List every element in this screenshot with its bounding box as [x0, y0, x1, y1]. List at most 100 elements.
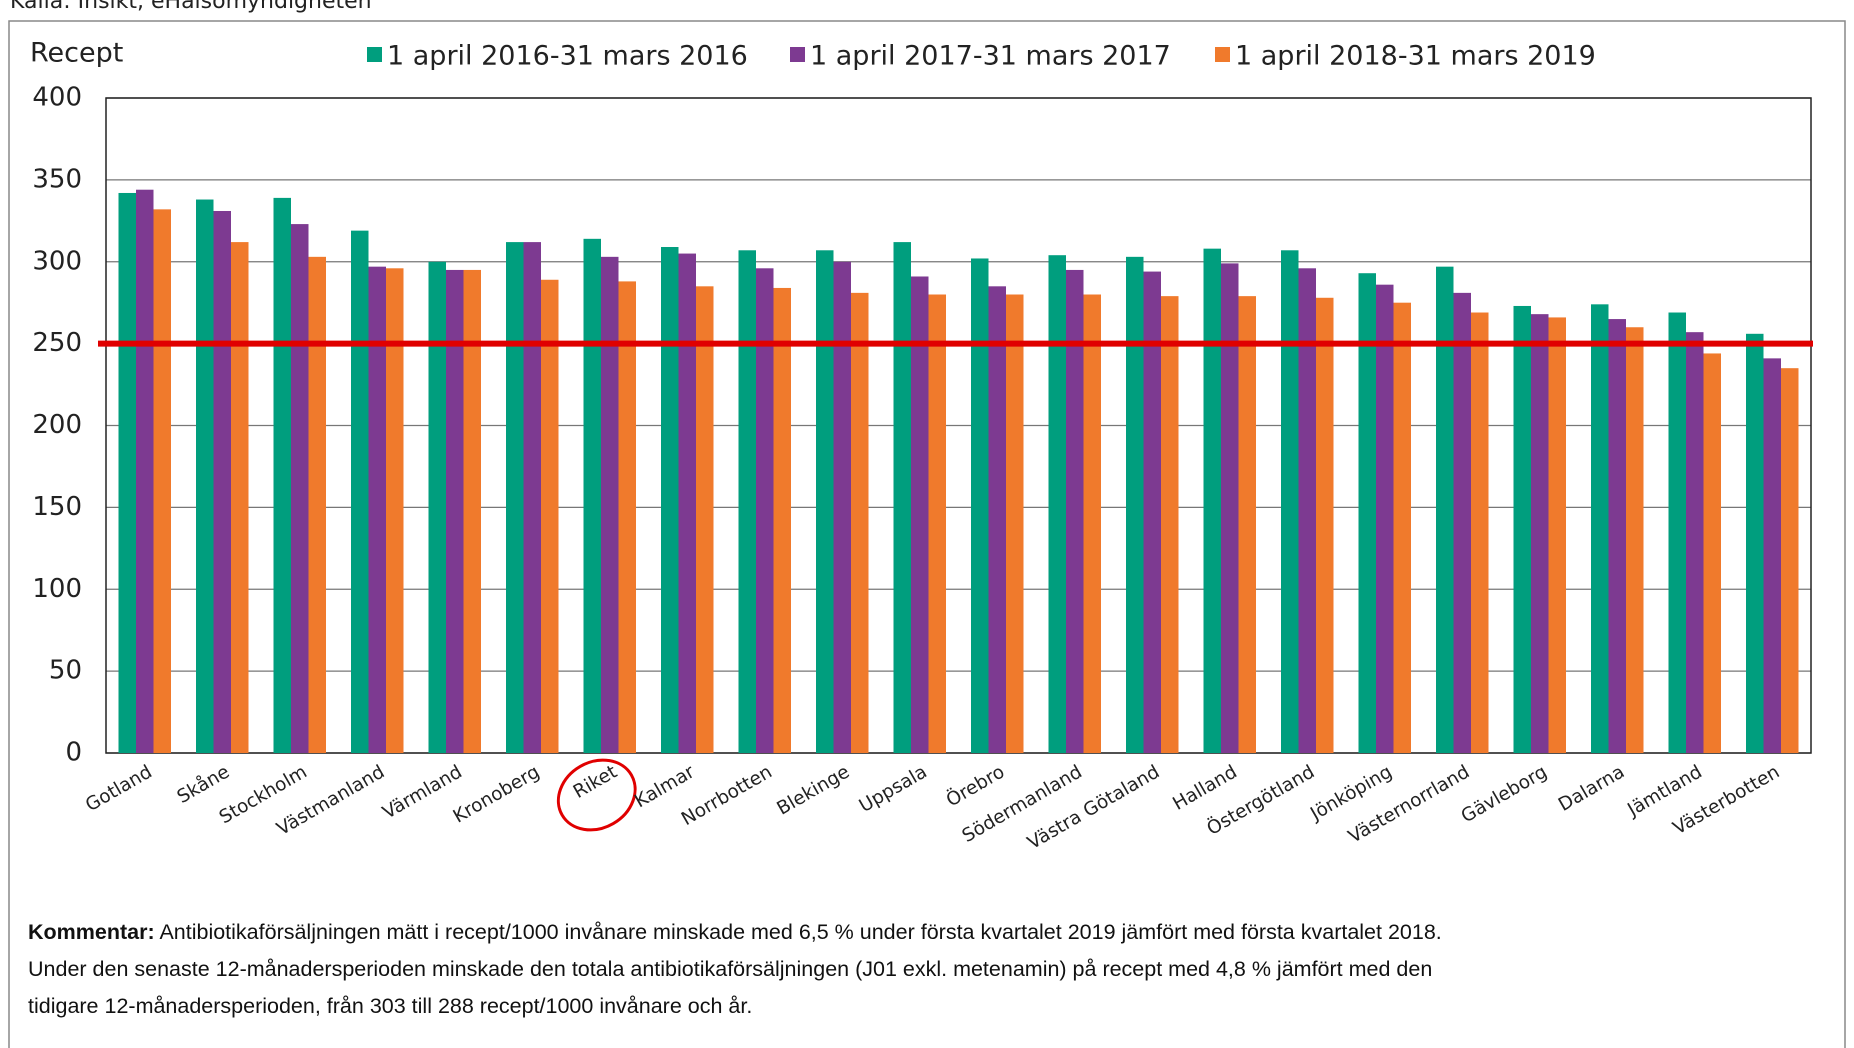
bar — [1686, 332, 1704, 753]
bar — [696, 286, 714, 753]
bar — [1703, 353, 1721, 753]
bar — [1746, 333, 1764, 753]
y-tick-label: 300 — [32, 246, 82, 276]
bar — [1316, 297, 1334, 753]
bar — [1763, 358, 1781, 753]
bar — [1126, 256, 1144, 753]
bar — [368, 266, 386, 753]
y-tick-label: 0 — [65, 738, 82, 768]
bar — [231, 242, 249, 753]
plot-border — [105, 97, 1812, 754]
bar — [1781, 368, 1799, 753]
x-tick-label: Uppsala — [856, 761, 931, 816]
bar — [273, 197, 291, 753]
x-tick-label: Blekinge — [774, 761, 854, 819]
bar — [1238, 296, 1256, 753]
bar — [1048, 255, 1066, 753]
bar — [988, 286, 1006, 753]
bar — [386, 268, 404, 753]
comment-line: Kommentar: Antibiotikaförsäljningen mätt… — [28, 914, 1442, 951]
y-tick-label: 350 — [32, 164, 82, 194]
bar — [971, 258, 989, 753]
comment-bold: Kommentar: — [28, 920, 155, 944]
comment-line: tidigare 12-månadersperioden, från 303 t… — [28, 994, 753, 1018]
comment: Kommentar: Antibiotikaförsäljningen mätt… — [28, 914, 1442, 1025]
legend-swatch — [790, 47, 805, 62]
y-tick-label: 150 — [32, 492, 82, 522]
bar — [911, 276, 929, 753]
frame — [8, 20, 1846, 1048]
bar — [1143, 271, 1161, 753]
legend-label: 1 april 2018-31 mars 2019 — [1235, 41, 1596, 72]
bar — [1066, 269, 1084, 753]
bar — [833, 261, 851, 753]
y-axis-label: Recept — [30, 38, 123, 69]
bar — [1591, 304, 1609, 753]
legend-label: 1 april 2017-31 mars 2017 — [810, 41, 1171, 72]
bar — [446, 269, 464, 753]
bar — [1393, 302, 1411, 753]
bar — [1513, 305, 1531, 753]
bar — [291, 224, 309, 753]
bar — [1006, 294, 1024, 753]
source: Källa: Insikt, eHälsomyndigheten — [10, 0, 372, 14]
bar — [541, 279, 559, 753]
bar — [738, 250, 756, 753]
highlight-circle — [556, 758, 637, 832]
bar — [618, 281, 636, 753]
y-tick-label: 250 — [32, 328, 82, 358]
bar — [893, 242, 911, 753]
legend-label: 1 april 2016-31 mars 2016 — [387, 41, 748, 72]
legend-swatch — [367, 47, 382, 62]
bar — [1376, 284, 1394, 753]
bar — [1358, 273, 1376, 753]
x-tick-label: Örebro — [942, 761, 1008, 812]
bar — [661, 247, 679, 753]
bar — [1203, 248, 1221, 753]
bar — [506, 242, 524, 753]
bar — [196, 199, 214, 753]
comment-line: Under den senaste 12-månadersperioden mi… — [28, 957, 1433, 981]
bar — [1281, 250, 1299, 753]
bar — [1298, 268, 1316, 753]
bar — [463, 269, 481, 753]
bar — [816, 250, 834, 753]
bar — [1608, 319, 1626, 753]
bar — [1471, 312, 1489, 753]
bar — [583, 238, 601, 753]
bar — [1548, 317, 1566, 753]
x-tick-label: Gävleborg — [1458, 761, 1551, 827]
x-tick-label: Västra Götaland — [1024, 761, 1163, 853]
bar — [851, 292, 869, 753]
bar — [1161, 296, 1179, 753]
y-tick-label: 400 — [32, 83, 82, 113]
bar — [118, 192, 136, 754]
bar — [1436, 266, 1454, 753]
bar — [213, 210, 231, 754]
bar — [773, 287, 791, 753]
bar — [1626, 327, 1644, 753]
legend-swatch — [1215, 47, 1230, 62]
x-tick-label: Gotland — [82, 761, 156, 816]
bar — [136, 189, 154, 753]
x-tick-label: Dalarna — [1555, 761, 1628, 815]
bar — [523, 242, 541, 753]
bar — [1221, 263, 1239, 753]
bar — [308, 256, 326, 753]
bar — [678, 253, 696, 753]
x-tick-label: Skåne — [174, 761, 233, 807]
y-tick-label: 100 — [32, 574, 82, 604]
bar — [1531, 314, 1549, 753]
bar — [756, 268, 774, 753]
bar — [928, 294, 946, 753]
bar — [351, 230, 369, 753]
x-tick-label: Kronoberg — [450, 761, 544, 827]
bar — [428, 261, 446, 753]
bar — [601, 256, 619, 753]
bar — [1083, 294, 1101, 753]
comment-text: Antibiotikaförsäljningen mätt i recept/1… — [159, 920, 1442, 944]
y-tick-label: 200 — [32, 410, 82, 440]
bar — [153, 209, 171, 754]
